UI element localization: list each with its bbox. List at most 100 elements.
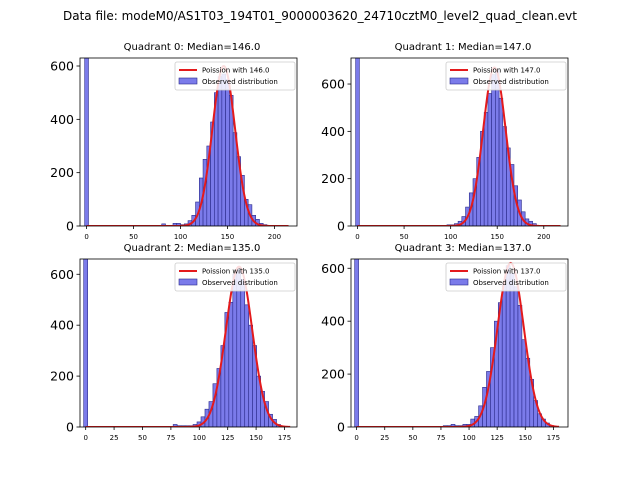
q0-ytick-label: 600	[50, 59, 74, 74]
q3-bar	[521, 339, 527, 427]
q0-xtick-label: 100	[174, 233, 187, 241]
quadrant-1-title: Quadrant 1: Median=147.0	[395, 42, 532, 53]
q1-bar	[483, 112, 489, 226]
q2-bar	[240, 279, 246, 427]
q0-legend: Poission with 146.0 Observed distribution	[174, 61, 296, 91]
q2-legend-bars-label: Observed distribution	[202, 279, 278, 287]
q1-ytick-label: 600	[321, 77, 345, 92]
q3-xtick-label: 0	[354, 434, 358, 442]
quadrant-2-panel: Quadrant 2: Median=135.0 0 25 50 75 100 125 15…	[50, 243, 298, 442]
q2-legend-curve-label: Poission with 135.0	[202, 268, 270, 276]
q2-legend: Poission with 135.0 Observed distribution	[174, 262, 296, 292]
q2-xtick-label: 75	[166, 434, 175, 442]
q2-axes-frame	[79, 258, 298, 428]
q2-ytick-label: 0	[66, 420, 74, 435]
q2-bar	[244, 304, 250, 427]
q2-bar	[248, 324, 253, 427]
q3-xtick-label: 25	[380, 434, 389, 442]
q0-legend-bars-label: Observed distribution	[202, 78, 278, 86]
q1-poisson-curve	[357, 66, 561, 226]
q0-bar	[225, 79, 230, 226]
q1-legend-curve-label: Poission with 147.0	[473, 67, 541, 75]
q1-bar	[498, 97, 504, 226]
q1-bar	[495, 69, 500, 226]
q0-ytick-label: 400	[50, 112, 74, 127]
q1-xtick-label: 0	[355, 233, 359, 241]
q1-bar	[502, 126, 507, 226]
q0-bar	[217, 76, 223, 226]
q1-legend-bars-swatch	[449, 77, 469, 85]
q1-xtick-label: 50	[400, 233, 409, 241]
q0-xtick-label: 50	[129, 233, 138, 241]
q2-bar	[228, 301, 234, 427]
q3-ytick-label: 200	[321, 367, 345, 382]
q1-xtick-label: 150	[491, 233, 504, 241]
q1-legend: Poission with 147.0 Observed distribution	[445, 61, 567, 91]
q3-axes-frame	[350, 258, 569, 428]
q3-ytick-label: 400	[321, 314, 345, 329]
q2-bar	[232, 273, 238, 427]
q2-xtick-label: 25	[110, 434, 119, 442]
q0-legend-curve-label: Poission with 146.0	[202, 67, 270, 75]
q1-bar-zero	[355, 58, 360, 226]
q2-legend-box	[174, 262, 296, 292]
q2-xtick-label: 50	[138, 434, 147, 442]
q0-axes-frame	[79, 57, 298, 227]
q3-xtick-label: 50	[408, 434, 417, 442]
quadrant-3-panel: Quadrant 3: Median=137.0 0 25 50 75 100 125 15…	[321, 243, 569, 442]
quadrant-3-title: Quadrant 3: Median=137.0	[395, 243, 532, 254]
quadrant-0-title: Quadrant 0: Median=146.0	[124, 42, 261, 53]
q1-ytick-label: 200	[321, 171, 345, 186]
q2-xtick-label: 125	[221, 434, 234, 442]
q1-xtick-label: 200	[537, 233, 550, 241]
q3-legend: Poission with 137.0 Observed distribution	[445, 262, 567, 292]
q3-bar	[517, 304, 523, 427]
q0-xtick-label: 200	[268, 233, 281, 241]
q3-bar-zero	[354, 259, 359, 427]
q0-ytick-label: 0	[66, 219, 74, 234]
q2-bar-zero	[83, 259, 88, 427]
q2-xtick-label: 175	[278, 434, 291, 442]
q2-ytick-label: 400	[50, 318, 74, 333]
q1-bar	[491, 74, 496, 226]
q1-legend-box	[445, 61, 567, 91]
q3-xtick-label: 175	[547, 434, 560, 442]
q2-xtick-label: 100	[193, 434, 206, 442]
q0-xtick-label: 0	[84, 233, 88, 241]
q3-bar	[513, 286, 519, 427]
q3-legend-curve-label: Poission with 137.0	[473, 268, 541, 276]
q3-xtick-label: 100	[462, 434, 475, 442]
q2-xtick-label: 150	[249, 434, 262, 442]
q1-legend-bars-label: Observed distribution	[473, 78, 549, 86]
q1-ytick-label: 0	[337, 219, 345, 234]
q1-plot-area	[355, 58, 561, 226]
q0-bar	[161, 223, 166, 226]
q2-ytick-label: 200	[50, 369, 74, 384]
q0-legend-box	[174, 61, 296, 91]
q2-ytick-label: 600	[50, 267, 74, 282]
q3-legend-box	[445, 262, 567, 292]
quadrant-2-title: Quadrant 2: Median=135.0	[124, 243, 261, 254]
q2-xtick-label: 0	[83, 434, 87, 442]
q3-ytick-label: 600	[321, 261, 345, 276]
figure-suptitle: Data file: modeM0/AS1T03_194T01_90000036…	[63, 9, 577, 23]
q3-bar	[509, 273, 515, 427]
q0-ytick-label: 200	[50, 165, 74, 180]
quadrant-0-panel: Quadrant 0: Median=146.0 0 50 100 150 200 0 20…	[50, 42, 298, 241]
q3-legend-bars-swatch	[449, 278, 469, 286]
q0-legend-bars-swatch	[178, 77, 198, 85]
q2-bar	[236, 268, 242, 427]
q0-bar-zero	[84, 58, 89, 226]
q3-bar	[501, 283, 507, 427]
q0-bar	[221, 73, 226, 226]
q1-ytick-label: 400	[321, 124, 345, 139]
q3-xtick-label: 125	[490, 434, 503, 442]
q0-xtick-label: 150	[221, 233, 234, 241]
q1-xtick-label: 100	[444, 233, 457, 241]
q3-legend-bars-label: Observed distribution	[473, 279, 549, 287]
quadrant-1-panel: Quadrant 1: Median=147.0 0 50 100 150 200 0 20…	[321, 42, 569, 241]
q2-legend-bars-swatch	[178, 278, 198, 286]
q1-bar	[487, 93, 492, 226]
q0-poisson-curve	[86, 64, 289, 226]
